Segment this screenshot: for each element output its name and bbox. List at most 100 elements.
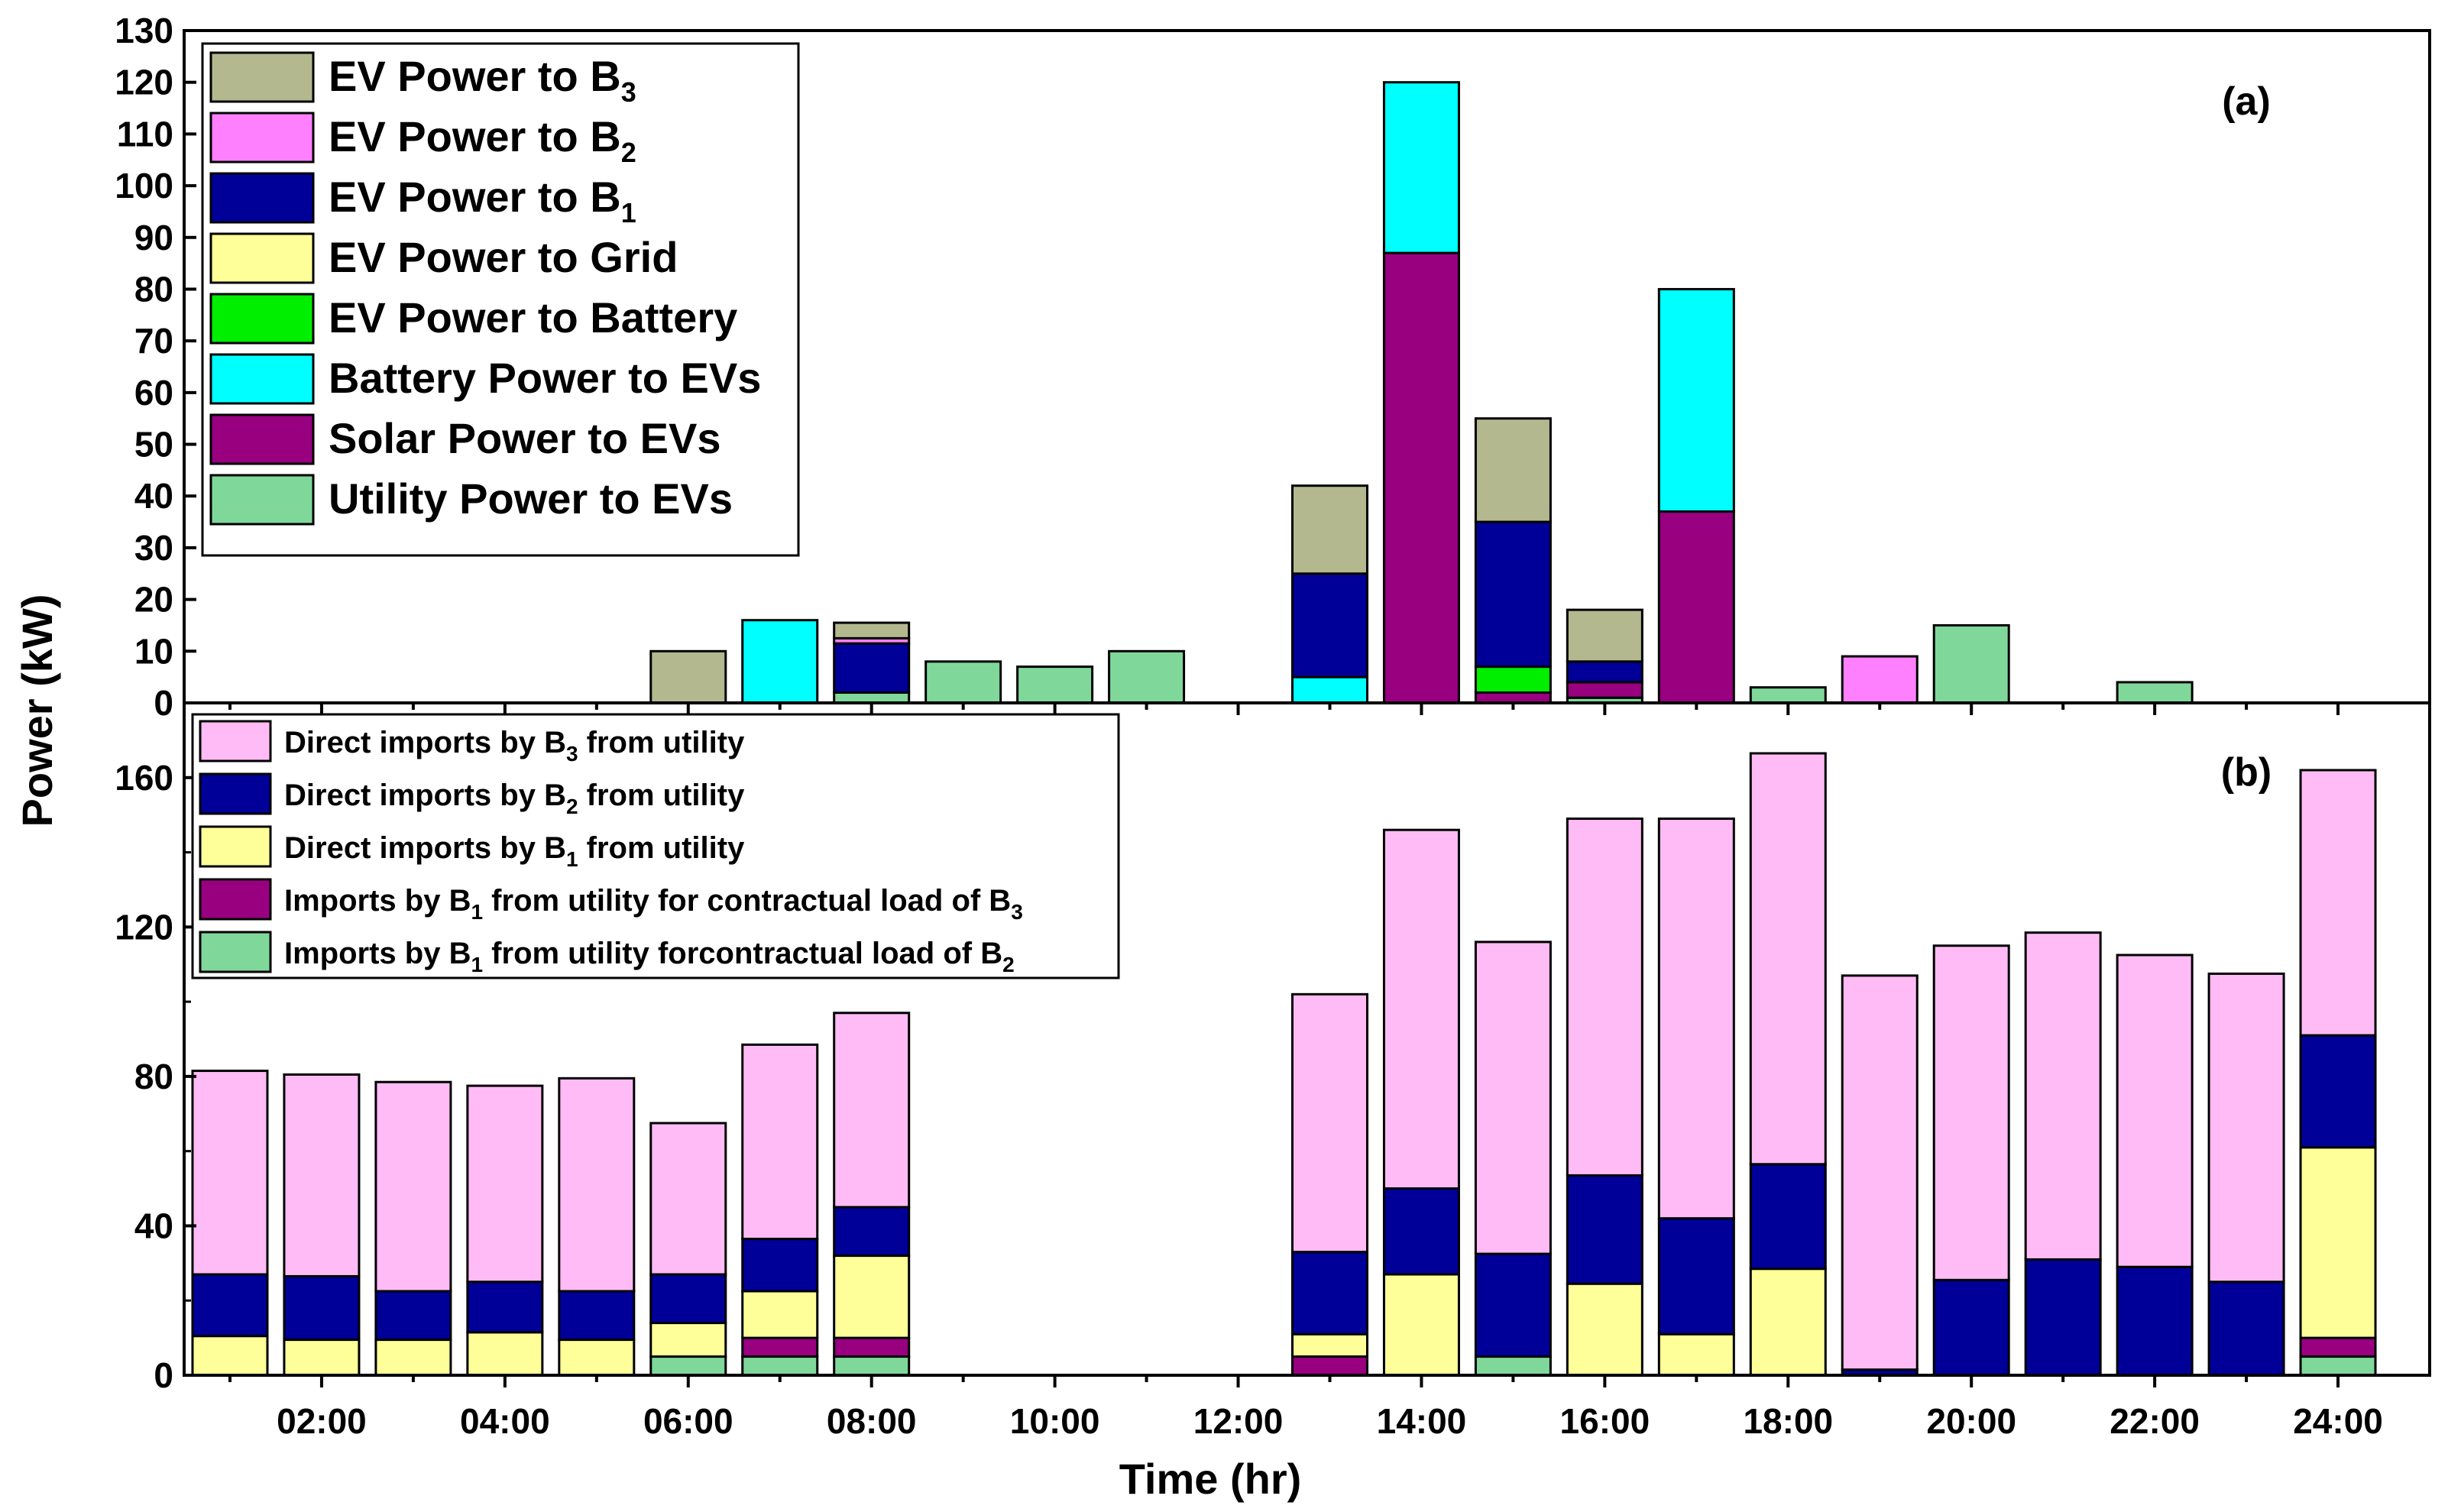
bar-a-1500-s5 (1474, 520, 1552, 669)
y-tick-label: 10 (134, 631, 173, 671)
y-tick-label: 50 (134, 425, 173, 465)
bar-b-2200-s3 (2116, 1265, 2194, 1377)
bar-b-0700-s2 (741, 1290, 819, 1339)
panel-a-y-ticks: 0 10 20 30 40 50 60 70 80 90 100 110 120 130 (115, 11, 196, 723)
bar-b-1500-s3 (1474, 1252, 1552, 1358)
legend-swatch (199, 878, 272, 921)
legend-swatch (199, 931, 272, 973)
bar-b-0100-s4 (191, 1070, 269, 1276)
bar-b-0600-s4 (649, 1122, 727, 1276)
bar-b-0500-s2 (558, 1339, 636, 1377)
bar-b-2000-s4 (1932, 944, 2010, 1281)
legend-label: EV Power to B1 (329, 173, 636, 228)
legend-label: Direct imports by B1 from utility (284, 831, 745, 871)
panel-b-legend: Direct imports by B3 from utility Direct … (191, 713, 1120, 979)
legend-swatch (209, 413, 315, 465)
bar-b-0700-s0 (741, 1355, 819, 1377)
bar-b-1700-s3 (1657, 1217, 1735, 1336)
bar-a-0600-s7 (649, 649, 727, 704)
bar-a-0800-s7 (833, 621, 911, 639)
bar-a-1800-s0 (1749, 686, 1827, 704)
bar-b-0600-s2 (649, 1322, 727, 1358)
bar-a-1500-s1 (1474, 691, 1552, 704)
bar-b-2400-s4 (2299, 769, 2377, 1037)
x-tick-label: 06:00 (643, 1401, 733, 1441)
bar-b-0400-s4 (466, 1084, 544, 1284)
bar-b-0600-s3 (649, 1273, 727, 1325)
bar-b-1400-s4 (1382, 828, 1460, 1190)
bar-b-0300-s3 (374, 1290, 452, 1342)
bar-b-0700-s1 (741, 1336, 819, 1358)
bar-b-1600-s2 (1566, 1282, 1643, 1377)
legend-swatch (209, 353, 315, 405)
bar-b-0300-s2 (374, 1339, 452, 1377)
x-tick-label: 24:00 (2293, 1401, 2383, 1441)
y-tick-label: 80 (134, 269, 173, 309)
x-tick-label: 18:00 (1743, 1401, 1833, 1441)
bar-b-0200-s2 (283, 1339, 361, 1377)
bar-a-1100-s0 (1108, 649, 1186, 704)
bar-b-0100-s2 (191, 1335, 269, 1377)
x-axis-title: Time (hr) (1119, 1455, 1302, 1503)
y-tick-label: 80 (134, 1057, 173, 1096)
panel-b: 0 40 80 120 160 02:00 04:00 06:00 08:00 10:00 12:… (115, 701, 2431, 1441)
bar-b-0700-s4 (741, 1043, 819, 1241)
x-tick-label: 10:00 (1010, 1401, 1100, 1441)
y-tick-label: 160 (115, 758, 173, 798)
bar-b-0600-s0 (649, 1355, 727, 1377)
bar-b-1400-s2 (1382, 1273, 1460, 1377)
x-tick-label: 02:00 (277, 1401, 367, 1441)
bar-a-2000-s0 (1932, 623, 2010, 704)
legend-label: EV Power to B3 (329, 52, 636, 108)
bar-b-0500-s3 (558, 1290, 636, 1342)
panel-a: 0 10 20 30 40 50 60 70 80 90 100 110 120 130 (a) EV P… (115, 11, 2431, 723)
legend-swatch (199, 825, 272, 868)
legend-swatch (209, 232, 315, 284)
bar-a-0700-s2 (741, 619, 819, 704)
bar-b-0200-s3 (283, 1274, 361, 1342)
y-tick-label: 100 (115, 166, 173, 206)
bar-b-2200-s4 (2116, 953, 2194, 1268)
bar-b-2300-s4 (2207, 972, 2285, 1284)
bar-b-1700-s4 (1657, 818, 1735, 1220)
bar-a-1000-s0 (1016, 665, 1094, 704)
legend-swatch (209, 172, 315, 224)
bar-b-2300-s3 (2207, 1281, 2285, 1377)
bar-b-1300-s2 (1290, 1332, 1368, 1358)
panel-b-frame (183, 701, 2431, 1377)
legend-label: Direct imports by B3 from utility (284, 726, 745, 766)
x-tick-label: 08:00 (827, 1401, 917, 1441)
legend-label: Solar Power to EVs (329, 414, 721, 462)
y-tick-label: 40 (134, 476, 173, 516)
y-tick-label: 130 (115, 11, 173, 50)
y-tick-label: 70 (134, 321, 173, 361)
legend-label: EV Power to Grid (329, 233, 678, 281)
bar-b-0800-s3 (833, 1206, 911, 1258)
bar-b-1800-s4 (1749, 752, 1827, 1166)
bar-a-0800-s5 (833, 642, 911, 694)
bar-b-0500-s4 (558, 1077, 636, 1293)
panel-b-bars (191, 752, 2377, 1377)
bar-b-0200-s4 (283, 1073, 361, 1277)
panel-b-y-ticks: 0 40 80 120 160 (115, 758, 196, 1395)
bar-a-1300-s7 (1290, 484, 1368, 575)
legend-swatch (199, 720, 272, 762)
legend-swatch (209, 51, 315, 103)
x-tick-label: 20:00 (1926, 1401, 2016, 1441)
bar-a-2200-s0 (2116, 681, 2194, 704)
bar-b-1300-s3 (1290, 1251, 1368, 1336)
bar-b-2100-s4 (2024, 931, 2102, 1261)
bar-b-1500-s4 (1474, 941, 1552, 1255)
bar-b-1800-s3 (1749, 1163, 1827, 1271)
bar-b-0800-s4 (833, 1012, 911, 1209)
bar-b-0300-s4 (374, 1080, 452, 1293)
bar-b-2100-s3 (2024, 1258, 2102, 1377)
y-tick-label: 90 (134, 218, 173, 257)
bar-a-1600-s1 (1566, 681, 1643, 699)
panel-b-label: (b) (2221, 750, 2272, 795)
bar-a-0900-s0 (924, 660, 1002, 704)
panel-a-bars (649, 81, 2194, 704)
y-axis-title: Power (kW) (13, 594, 61, 827)
y-tick-label: 120 (115, 907, 173, 947)
